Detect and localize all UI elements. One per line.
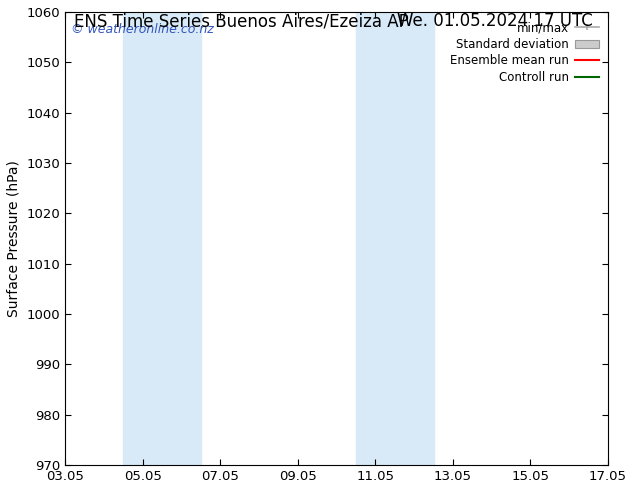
Y-axis label: Surface Pressure (hPa): Surface Pressure (hPa): [7, 160, 21, 317]
Bar: [123, 12, 201, 465]
Text: ENS Time Series Buenos Aires/Ezeiza AP: ENS Time Series Buenos Aires/Ezeiza AP: [74, 12, 408, 30]
Bar: [356, 12, 434, 465]
Text: © weatheronline.co.nz: © weatheronline.co.nz: [70, 24, 213, 36]
Text: We. 01.05.2024 17 UTC: We. 01.05.2024 17 UTC: [397, 12, 592, 30]
Legend: min/max, Standard deviation, Ensemble mean run, Controll run: min/max, Standard deviation, Ensemble me…: [447, 18, 602, 88]
